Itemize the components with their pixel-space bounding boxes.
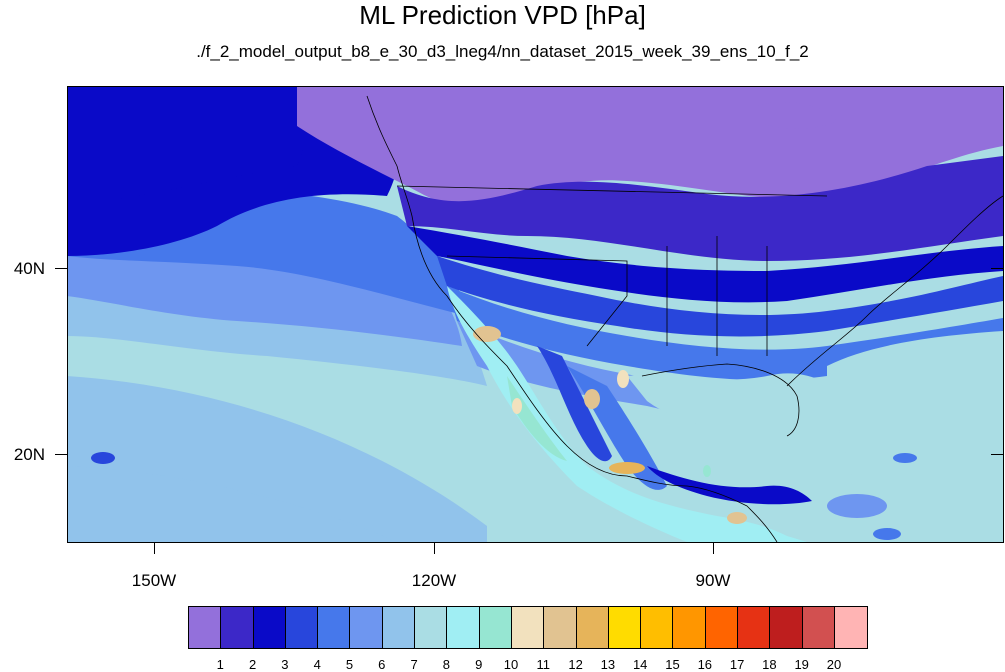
field-5-sa: [873, 528, 901, 540]
colorbar-swatch: [738, 607, 771, 648]
colorbar-swatch: [382, 607, 416, 648]
field-4-continent: [437, 256, 1003, 337]
lat-label-40n: 40N: [13, 259, 45, 278]
lon-label-120w: 120W: [411, 571, 457, 590]
colorbar-label: 11: [536, 657, 551, 672]
colorbar: [188, 606, 869, 649]
field-10-spot4: [512, 398, 522, 414]
colorbar-label: 17: [729, 657, 745, 672]
vpd-map-canvas: [67, 86, 1003, 542]
lon-tick-120w: [434, 542, 435, 554]
lat-tick-20n: [55, 454, 67, 455]
colorbar-swatch: [415, 607, 448, 648]
field-6-caribbean: [827, 494, 887, 518]
colorbar-label: 8: [442, 657, 450, 672]
colorbar-label: 10: [503, 657, 519, 672]
map-subtitle: ./f_2_model_output_b8_e_30_d3_lneg4/nn_d…: [196, 42, 809, 61]
colorbar-swatch: [189, 607, 222, 648]
field-2-pacific: [67, 86, 317, 206]
lat-label-20n: 20N: [13, 445, 45, 464]
colorbar-label: 7: [410, 657, 418, 672]
lat-tick-40n: [55, 268, 67, 269]
field-9-spot7: [703, 465, 711, 477]
colorbar-swatch: [350, 607, 383, 648]
colorbar-label: 9: [475, 657, 483, 672]
colorbar-swatch: [511, 607, 545, 648]
colorbar-swatch: [802, 607, 835, 648]
field-ridge-1: [537, 346, 612, 462]
colorbar-swatch: [253, 607, 286, 648]
colorbar-label: 3: [281, 657, 289, 672]
field-13-spot5: [609, 462, 645, 474]
colorbar-swatch: [770, 607, 803, 648]
colorbar-swatch: [221, 607, 254, 648]
colorbar-swatch: [641, 607, 674, 648]
field-3-continent: [407, 226, 1003, 303]
field-11-spot2: [584, 389, 600, 409]
field-ridge-3: [647, 466, 812, 505]
field-4-hawaii: [91, 452, 115, 464]
lon-tick-150w: [154, 542, 155, 554]
colorbar-label: 16: [697, 657, 713, 672]
colorbar-swatch: [285, 607, 319, 648]
field-11-spot1: [473, 326, 501, 342]
vpd-map: [67, 86, 1003, 542]
colorbar-swatch: [576, 607, 609, 648]
colorbar-swatch: [318, 607, 351, 648]
colorbar-label: 20: [826, 657, 842, 672]
field-2-continent: [397, 156, 1003, 261]
lon-tick-90w: [713, 542, 714, 554]
colorbar-label: 14: [632, 657, 648, 672]
map-title: ML Prediction VPD [hPa]: [359, 0, 646, 30]
lon-label-150w: 150W: [131, 571, 177, 590]
field-5-island: [893, 453, 917, 463]
coastlines: [366, 95, 1003, 542]
colorbar-swatch: [479, 607, 512, 648]
colorbar-label: 5: [345, 657, 354, 672]
colorbar-label: 19: [794, 657, 809, 672]
field-11-spot6: [727, 512, 747, 524]
field-7-atlantic: [827, 331, 1003, 542]
colorbar-label: 6: [378, 657, 386, 672]
lat-tick-20n-right: [991, 454, 1003, 455]
field-10-spot3: [617, 370, 629, 388]
colorbar-swatch: [834, 607, 868, 648]
field-6-south2: [67, 466, 397, 542]
lon-label-90w: 90W: [695, 571, 731, 590]
colorbar-label: 1: [216, 657, 224, 672]
colorbar-label: 2: [248, 657, 257, 672]
colorbar-label: 12: [568, 657, 583, 672]
colorbar-label: 15: [665, 657, 680, 672]
field-1-ne: [757, 101, 837, 129]
lat-tick-40n-right: [991, 268, 1003, 269]
colorbar-swatch: [705, 607, 739, 648]
colorbar-swatch: [608, 607, 642, 648]
colorbar-label: 18: [762, 657, 777, 672]
colorbar-swatch: [447, 607, 480, 648]
colorbar-label: 4: [313, 657, 321, 672]
colorbar-swatch: [544, 607, 577, 648]
field-7-gulf: [627, 373, 857, 431]
colorbar-swatch: [673, 607, 706, 648]
colorbar-label: 13: [600, 657, 616, 672]
